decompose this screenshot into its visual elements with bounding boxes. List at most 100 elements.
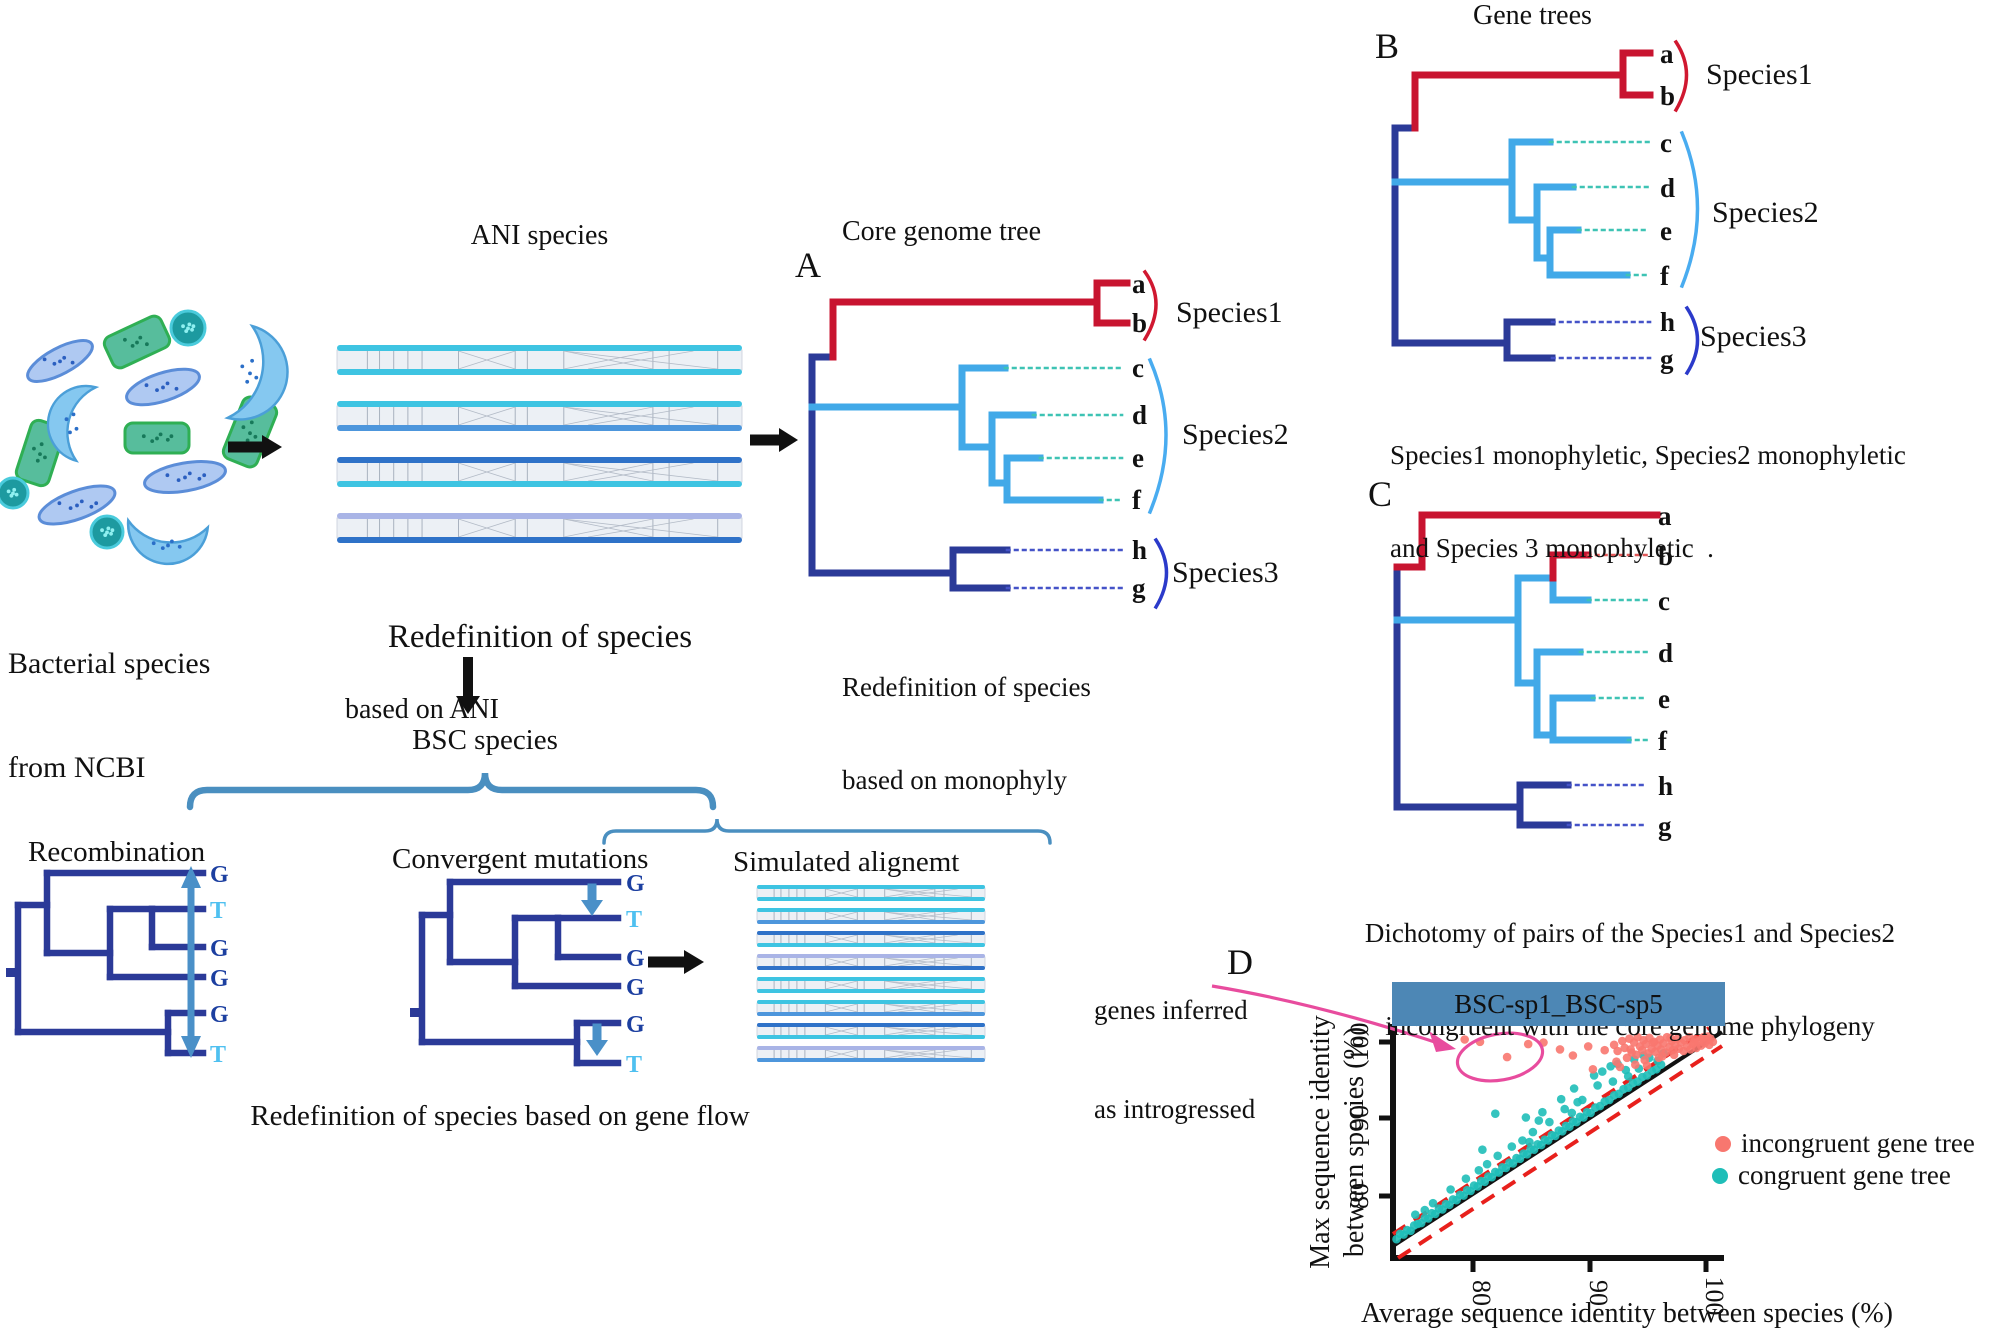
convergent-simulated-brace (602, 818, 1052, 845)
panel-c-incongruent-gene-tree: a b c d e f h g (1393, 501, 1673, 841)
speckle-dot (170, 539, 174, 544)
speckle-dot (42, 357, 47, 362)
scatter-point (1478, 1145, 1487, 1154)
scatter-point (1593, 1081, 1602, 1090)
scatter-point (1615, 1062, 1625, 1072)
x-tick-90: 90 (1584, 1280, 1613, 1306)
recombination-double-arrow (181, 866, 201, 1058)
panel-a-species2-label: Species2 (1182, 418, 1289, 451)
panel-a-caption-line1: Redefinition of species (842, 672, 1091, 703)
panel-c-caption: Dichotomy of pairs of the Species1 and S… (1330, 856, 1930, 1073)
speckle-dot (64, 417, 69, 422)
redefinition-ani-label: Redefinition of species based on ANI (300, 582, 780, 744)
x-axis-label: Average sequence identity between specie… (1360, 1298, 1893, 1329)
scatter-point (1493, 1151, 1502, 1161)
scatter-point (1556, 1094, 1566, 1104)
scatter-point (1666, 1033, 1675, 1043)
tip-label-h: h (1132, 535, 1147, 565)
speckle-dot (165, 381, 170, 386)
scatter-point (1598, 1067, 1607, 1076)
axis-ticks (1379, 1039, 1709, 1272)
scatter-point (1420, 1205, 1430, 1215)
speckle-dot (70, 360, 75, 365)
bacteria-cluster-illustration (0, 309, 300, 569)
speckle-dot (169, 434, 174, 439)
incongruent-legend-dot-icon (1715, 1135, 1731, 1152)
speckle-dot (174, 386, 179, 391)
alignment-row (756, 885, 986, 901)
scatter-point (1545, 1117, 1554, 1127)
species3-bracket (1684, 305, 1700, 376)
flow-arrows (228, 428, 798, 974)
scatter-point (1613, 1046, 1622, 1056)
panel-a-species1-label: Species1 (1176, 296, 1283, 329)
speckle-dot (57, 501, 62, 506)
convergent-mutations-tree: G T G G G T (410, 871, 645, 1078)
scatter-point (1491, 1109, 1500, 1118)
speckle-dot (191, 324, 196, 329)
tip-label-T: T (210, 1042, 226, 1068)
scatter-points (1392, 1032, 1718, 1244)
arrow-ani-to-bsc (456, 657, 480, 714)
introgressed-annotation-arrow (1211, 984, 1456, 1052)
alignment-row (756, 931, 986, 947)
tip-label-G: G (626, 1012, 645, 1038)
redefinition-ani-line1: Redefinition of species (387, 618, 693, 655)
alignment-row (756, 1023, 986, 1039)
speckle-dot (109, 531, 113, 536)
panel-d-scatter-plot: 100 90 80 80 90 100 (1211, 984, 1729, 1316)
speckle-dot (150, 439, 155, 444)
speckle-dot (135, 340, 139, 345)
scatter-point (1642, 1061, 1652, 1070)
scatter-point (1534, 1116, 1544, 1125)
speckle-dot (202, 473, 207, 478)
alignment-row (756, 977, 986, 993)
scatter-point (1703, 1032, 1713, 1041)
tip-label-e: e (1132, 443, 1144, 473)
tip-label-a: a (1660, 39, 1674, 69)
speckle-dot (161, 385, 165, 390)
tip-label-G: G (626, 946, 645, 972)
speckle-dot (68, 506, 73, 511)
tip-label-e: e (1660, 216, 1672, 246)
legend-label: congruent gene tree (1738, 1160, 1951, 1190)
speckle-dot (184, 329, 189, 334)
tip-label-a: a (1658, 501, 1672, 531)
panel-c-caption-line2: incongruent with the core genome phyloge… (1385, 1011, 1875, 1042)
speckle-dot (248, 431, 252, 436)
facet-banner: BSC-sp1_BSC-sp5 (1392, 982, 1725, 1026)
tip-label-T: T (210, 898, 226, 924)
panel-c-caption-line1: Dichotomy of pairs of the Species1 and S… (1364, 918, 1896, 949)
bacterium-crescent (226, 324, 300, 432)
alignment-row (336, 401, 743, 431)
tip-label-h: h (1658, 771, 1673, 801)
scatter-point (1588, 1065, 1598, 1074)
scatter-point (1669, 1050, 1679, 1060)
tip-label-c: c (1660, 128, 1672, 158)
speckle-dot (12, 487, 17, 492)
redefinition-ani-line2: based on ANI (345, 693, 499, 725)
alignment-row (756, 1000, 986, 1016)
tip-label-g: g (1658, 811, 1672, 841)
speckle-dot (103, 533, 108, 538)
tip-label-g: g (1660, 344, 1674, 374)
bsc-species-brace (186, 772, 717, 811)
scatter-point (1648, 1038, 1658, 1047)
speckle-dot (106, 526, 111, 531)
bacterium-crescent (123, 519, 210, 569)
speckle-dot (165, 473, 170, 478)
tip-label-b: b (1660, 81, 1675, 111)
tip-label-d: d (1660, 173, 1675, 203)
speckle-dot (166, 543, 170, 548)
speckle-dot (254, 375, 259, 380)
legend-item-incongruent: incongruent gene tree (1715, 1128, 1975, 1159)
scatter-point (1482, 1159, 1492, 1169)
scatter-point (1567, 1108, 1577, 1118)
y-axis-label-line1: Max sequence identity (1305, 1015, 1336, 1269)
speckle-dot (253, 434, 258, 439)
simulated-alignment-label: Simulated alignemt (733, 846, 960, 878)
speckle-dot (248, 371, 252, 376)
panel-a-core-genome-tree: a b c d e f h g (808, 269, 1169, 610)
alignment-row (336, 345, 743, 375)
